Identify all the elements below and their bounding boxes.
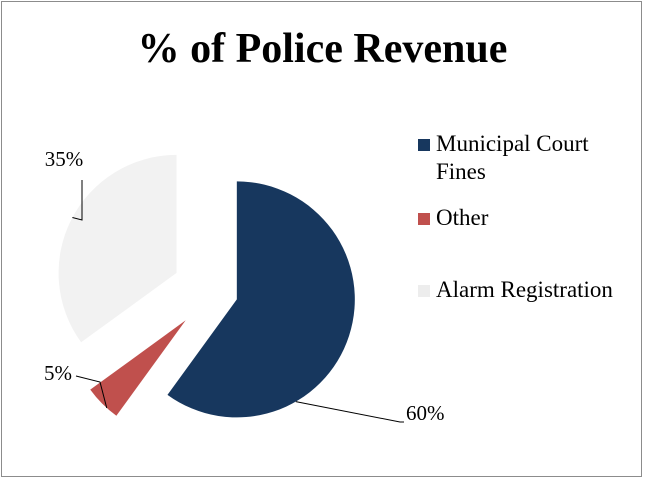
leader-line-municipal-court-fines (295, 401, 404, 423)
pie-slice-municipal-court-fines (167, 181, 355, 418)
legend-swatch-alarm-registration (418, 285, 430, 297)
leader-line-other (75, 375, 108, 409)
chart-title: % of Police Revenue (137, 26, 508, 72)
legend-item-alarm-registration: Alarm Registration (416, 276, 631, 304)
data-label-other: 5% (44, 361, 72, 385)
legend-swatch-other (418, 213, 430, 225)
legend-swatch-municipal-court-fines (418, 139, 430, 151)
legend-label-other: Other (436, 205, 489, 230)
legend-label-municipal-court-fines: Municipal Court Fines (436, 131, 589, 184)
leader-line-alarm-registration (72, 180, 83, 221)
legend: Municipal Court Fines Other Alarm Regist… (416, 130, 631, 304)
legend-item-other: Other (416, 204, 631, 268)
pie-slice-other (90, 320, 186, 416)
legend-item-municipal-court-fines: Municipal Court Fines (416, 130, 631, 192)
pie-slice-alarm-registration (58, 154, 177, 343)
legend-label-alarm-registration: Alarm Registration (436, 277, 613, 302)
data-label-alarm-registration: 35% (45, 147, 84, 171)
data-label-municipal-court-fines: 60% (406, 401, 445, 425)
